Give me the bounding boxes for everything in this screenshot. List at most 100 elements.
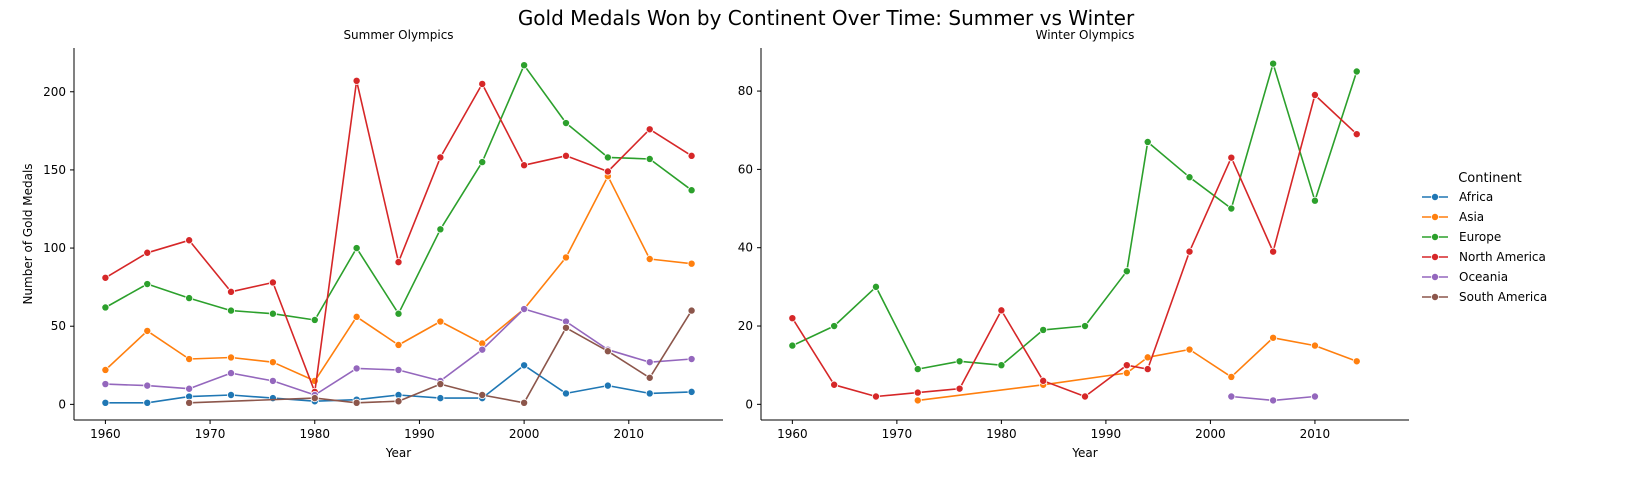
data-point-south-america [436,380,445,389]
x-tick-label: 1990 [404,427,435,441]
x-tick-label: 1960 [90,427,121,441]
data-point-europe [268,309,277,318]
data-point-africa [603,381,612,390]
data-point-europe [1039,325,1048,334]
winter-panel: Winter Olympics 1960 1970 1980 1990 2000 2010 0… [738,28,1409,460]
data-point-north-america [1122,361,1131,370]
data-point-asia [1122,369,1131,378]
data-point-south-america [520,398,529,407]
data-point-europe [1122,267,1131,276]
data-point-north-america [913,388,922,397]
series-line-north-america [791,94,1358,398]
data-point-north-america [1269,247,1278,256]
series-line-asia [917,336,1357,402]
data-point-north-america [352,76,361,85]
series-line-asia [104,175,692,382]
data-point-europe [1143,137,1152,146]
legend-marker-africa [1431,192,1440,201]
data-point-asia [1269,333,1278,342]
x-axis-label: Year [385,446,411,460]
data-point-north-america [645,125,654,134]
data-point-europe [1310,196,1319,205]
y-tick-label: 40 [738,241,753,255]
legend-marker-south-america [1431,292,1440,301]
series-line-oceania [105,308,692,396]
x-tick-label: 2010 [1300,427,1331,441]
data-point-oceania [352,364,361,373]
data-point-north-america [394,258,403,267]
y-tick-label: 0 [58,397,66,411]
y-tick-label: 0 [745,397,753,411]
data-point-asia [227,353,236,362]
data-point-asia [394,340,403,349]
data-point-africa [561,389,570,398]
data-point-africa [520,361,529,370]
data-point-asia [185,355,194,364]
x-tick-label: 1980 [299,427,330,441]
data-point-north-america [436,153,445,162]
data-point-asia [1310,341,1319,350]
data-point-asia [143,326,152,335]
data-point-asia [1185,345,1194,354]
legend-label-oceania: Oceania [1459,270,1508,284]
y-tick-label: 200 [43,85,66,99]
legend-label-africa: Africa [1459,190,1493,204]
data-point-oceania [478,345,487,354]
data-point-europe [871,282,880,291]
y-tick-label: 150 [43,163,66,177]
x-tick-label: 2000 [509,427,540,441]
x-tick-label: 1970 [195,427,226,441]
data-point-asia [1352,357,1361,366]
legend-marker-europe [1431,232,1440,241]
data-point-oceania [1227,392,1236,401]
data-point-oceania [101,380,110,389]
data-point-europe [561,119,570,128]
data-point-europe [1185,173,1194,182]
data-point-north-america [687,151,696,160]
data-point-europe [1269,59,1278,68]
legend-label-north-america: North America [1459,250,1546,264]
data-point-north-america [227,287,236,296]
legend-title: Continent [1458,171,1522,186]
data-point-europe [603,153,612,162]
data-point-north-america [1352,130,1361,139]
legend-marker-asia [1431,212,1440,221]
data-point-asia [352,312,361,321]
figure-title: Gold Medals Won by Continent Over Time: … [518,6,1135,30]
data-point-europe [185,294,194,303]
series-line-europe [792,62,1358,370]
data-point-europe [830,322,839,331]
x-axis-label: Year [1071,446,1097,460]
data-point-north-america [143,248,152,257]
data-point-asia [645,255,654,264]
data-point-europe [1081,322,1090,331]
data-point-south-america [185,398,194,407]
data-point-north-america [1081,392,1090,401]
data-point-asia [1227,372,1236,381]
panel-title: Winter Olympics [1036,28,1135,42]
data-point-north-america [830,380,839,389]
legend: Continent Africa Asia Europe North America Oc… [1422,171,1547,304]
data-point-europe [1352,67,1361,76]
series-line-europe [105,64,693,321]
data-point-north-america [561,151,570,160]
data-point-africa [268,394,277,403]
legend-label-europe: Europe [1459,230,1501,244]
data-point-north-america [788,314,797,323]
data-point-north-america [1039,376,1048,385]
panel-title: Summer Olympics [343,28,453,42]
data-point-north-america [955,384,964,393]
data-point-north-america [101,273,110,282]
data-point-north-america [1185,247,1194,256]
data-point-south-america [394,397,403,406]
legend-label-asia: Asia [1459,210,1484,224]
data-point-asia [913,396,922,405]
data-point-oceania [143,381,152,390]
data-point-europe [394,309,403,318]
data-point-oceania [268,376,277,385]
data-point-europe [520,61,529,70]
data-point-europe [310,315,319,324]
data-point-europe [101,303,110,312]
y-tick-label: 60 [738,162,753,176]
